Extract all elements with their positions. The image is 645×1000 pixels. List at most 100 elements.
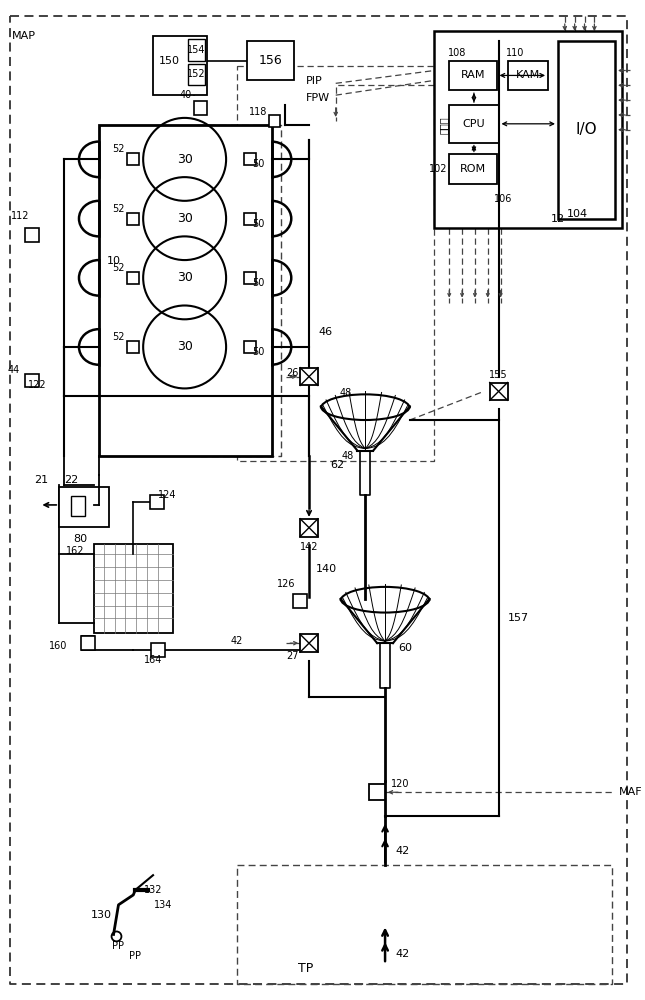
- Text: 80: 80: [73, 534, 87, 544]
- Text: MAF: MAF: [619, 787, 642, 797]
- Text: 142: 142: [300, 542, 318, 552]
- Text: 140: 140: [316, 564, 337, 574]
- Text: 10: 10: [106, 256, 121, 266]
- Text: 52: 52: [112, 332, 124, 342]
- Text: 155: 155: [490, 370, 508, 380]
- Bar: [244, 153, 255, 165]
- Text: 30: 30: [177, 153, 193, 166]
- Text: KAM: KAM: [516, 70, 541, 80]
- Text: 控制器: 控制器: [439, 116, 448, 134]
- Text: 152: 152: [187, 69, 206, 79]
- Text: 48: 48: [341, 451, 353, 461]
- Bar: [127, 153, 139, 165]
- Text: 46: 46: [319, 327, 333, 337]
- Text: 42: 42: [395, 846, 409, 856]
- Text: 62: 62: [331, 460, 344, 470]
- Text: TP: TP: [299, 962, 313, 975]
- Text: 52: 52: [112, 204, 124, 214]
- Text: 27: 27: [286, 651, 299, 661]
- Text: 160: 160: [49, 641, 67, 651]
- Bar: [25, 374, 39, 387]
- Bar: [127, 341, 139, 353]
- Text: I/O: I/O: [576, 122, 597, 137]
- Text: MAP: MAP: [12, 31, 36, 41]
- Text: 52: 52: [112, 263, 124, 273]
- Text: 130: 130: [91, 910, 112, 920]
- Bar: [151, 643, 165, 657]
- Text: 21: 21: [34, 475, 48, 485]
- Text: 30: 30: [177, 212, 193, 225]
- Bar: [59, 487, 108, 527]
- Bar: [508, 61, 548, 90]
- Text: 26: 26: [286, 368, 299, 378]
- Bar: [244, 272, 255, 284]
- Bar: [370, 784, 385, 800]
- Bar: [244, 213, 255, 225]
- Bar: [435, 31, 622, 228]
- Text: 154: 154: [187, 45, 206, 55]
- Bar: [194, 101, 207, 115]
- Text: 50: 50: [252, 219, 265, 229]
- Text: 22: 22: [64, 475, 78, 485]
- Text: PP: PP: [129, 951, 141, 961]
- Bar: [127, 213, 139, 225]
- Text: 132: 132: [144, 885, 163, 895]
- Bar: [188, 39, 205, 61]
- Text: 150: 150: [159, 56, 181, 66]
- Bar: [244, 341, 255, 353]
- Text: 42: 42: [231, 636, 243, 646]
- Text: 156: 156: [259, 54, 283, 67]
- Bar: [94, 544, 173, 633]
- Bar: [153, 36, 207, 95]
- Text: 108: 108: [448, 48, 466, 58]
- Bar: [188, 64, 205, 85]
- Bar: [127, 272, 139, 284]
- Bar: [450, 61, 497, 90]
- Bar: [450, 154, 497, 184]
- Text: 106: 106: [494, 194, 513, 204]
- Text: 30: 30: [177, 340, 193, 353]
- Text: 164: 164: [144, 655, 163, 665]
- Text: 40: 40: [179, 90, 192, 100]
- Bar: [293, 594, 307, 608]
- Text: 50: 50: [252, 159, 265, 169]
- Text: 50: 50: [252, 347, 265, 357]
- Text: 60: 60: [398, 643, 412, 653]
- Bar: [25, 228, 39, 242]
- Bar: [300, 368, 318, 385]
- Text: 122: 122: [28, 380, 47, 390]
- Bar: [99, 125, 272, 456]
- Bar: [450, 105, 499, 143]
- Text: 120: 120: [391, 779, 410, 789]
- Bar: [247, 41, 294, 80]
- Bar: [71, 496, 85, 516]
- Text: CPU: CPU: [462, 119, 485, 129]
- Text: 126: 126: [277, 579, 295, 589]
- Text: PP: PP: [112, 941, 124, 951]
- Text: 112: 112: [10, 211, 29, 221]
- Bar: [268, 115, 281, 127]
- Bar: [490, 383, 508, 400]
- Text: ROM: ROM: [460, 164, 486, 174]
- Text: 110: 110: [506, 48, 524, 58]
- Text: 48: 48: [339, 388, 352, 398]
- Text: 134: 134: [154, 900, 172, 910]
- Text: 42: 42: [395, 949, 409, 959]
- Text: 12: 12: [551, 214, 565, 224]
- Text: 30: 30: [177, 271, 193, 284]
- Text: FPW: FPW: [306, 93, 330, 103]
- Text: 44: 44: [8, 365, 20, 375]
- Text: 52: 52: [112, 144, 124, 154]
- Text: 162: 162: [66, 546, 85, 556]
- Text: PIP: PIP: [306, 76, 323, 86]
- Bar: [300, 519, 318, 537]
- Text: 104: 104: [567, 209, 588, 219]
- Bar: [558, 41, 615, 219]
- Text: 102: 102: [429, 164, 448, 174]
- Text: 50: 50: [252, 278, 265, 288]
- Text: 118: 118: [249, 107, 268, 117]
- Text: RAM: RAM: [461, 70, 485, 80]
- Bar: [300, 634, 318, 652]
- Text: 157: 157: [508, 613, 529, 623]
- Text: 124: 124: [157, 490, 176, 500]
